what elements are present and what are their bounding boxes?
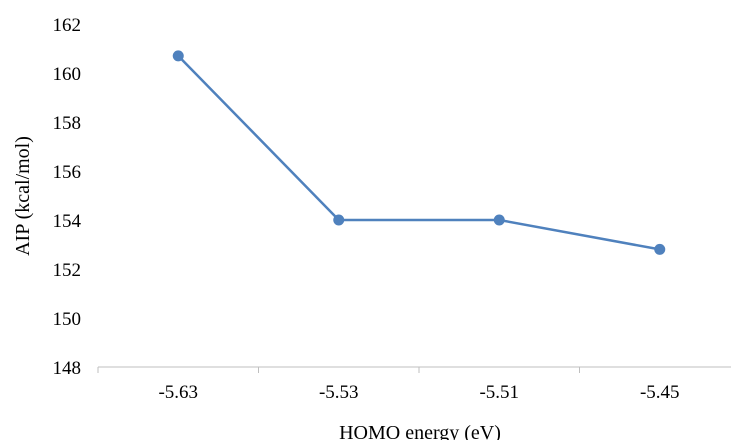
x-tick-label: -5.63: [158, 382, 198, 403]
x-tick-label: -5.51: [479, 382, 519, 403]
data-point: [654, 243, 666, 255]
y-tick-label: 162: [53, 15, 82, 36]
y-tick-label: 148: [53, 358, 82, 379]
x-axis-title: HOMO energy (eV): [339, 422, 501, 440]
x-tick-label: -5.53: [319, 382, 359, 403]
data-point: [172, 50, 184, 62]
y-axis: 148 150 152 154 156 158 160 162: [53, 15, 82, 379]
x-axis: -5.63 -5.53 -5.51 -5.45: [97, 366, 731, 403]
y-tick-label: 160: [53, 64, 82, 85]
y-axis-title: AIP (kcal/mol): [12, 136, 34, 256]
series-layer: [172, 50, 666, 255]
y-tick-label: 156: [53, 162, 82, 183]
data-point: [493, 214, 505, 226]
y-tick-label: 158: [53, 113, 82, 134]
data-point: [333, 214, 345, 226]
series-line: [177, 54, 660, 251]
y-tick-label: 152: [53, 260, 82, 281]
y-tick-label: 150: [53, 309, 82, 330]
x-tick-label: -5.45: [640, 382, 680, 403]
y-tick-label: 154: [53, 211, 82, 232]
